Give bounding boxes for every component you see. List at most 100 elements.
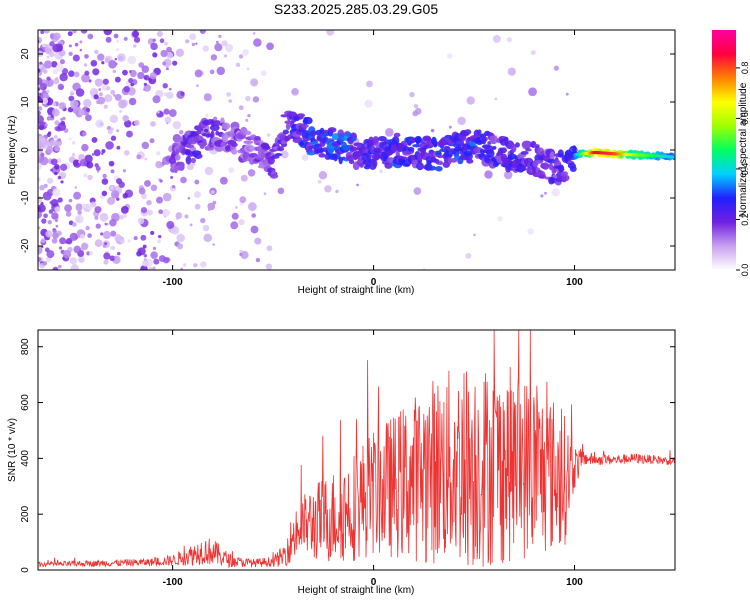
noise-speckle [96, 170, 100, 173]
ridge-blob [399, 156, 408, 160]
ridge-blob [231, 142, 238, 148]
ridge-blob [327, 127, 337, 133]
snr-panel: -100 0 100 0 200 400 600 800 Height of straigh… [7, 329, 676, 596]
noise-speckle [40, 238, 46, 244]
noise-speckle [92, 68, 100, 76]
noise-speckle [150, 230, 155, 236]
noise-speckle [156, 30, 164, 38]
ridge-blob [447, 156, 452, 165]
ridge-blob [572, 145, 577, 154]
noise-speckle [77, 255, 86, 264]
noise-speckle [207, 208, 211, 211]
noise-speckle [57, 175, 62, 180]
noise-speckle [101, 61, 105, 65]
noise-speckle [503, 170, 513, 180]
noise-speckle [38, 68, 41, 73]
ridge-blob [269, 173, 279, 179]
noise-speckle [95, 119, 104, 128]
noise-speckle [51, 212, 59, 220]
noise-speckle [163, 108, 170, 115]
noise-speckle [46, 89, 50, 94]
noise-speckle [61, 68, 69, 75]
noise-speckle [152, 266, 156, 270]
noise-speckle [250, 78, 259, 87]
noise-speckle [123, 150, 130, 156]
noise-speckle [203, 93, 212, 102]
noise-speckle [83, 63, 88, 67]
noise-speckle [156, 196, 163, 204]
noise-speckle [280, 150, 289, 159]
noise-speckle [143, 253, 148, 258]
ridge-blob [173, 164, 179, 174]
noise-speckle [103, 252, 111, 260]
ridge-blob [558, 164, 565, 173]
noise-speckle [64, 204, 72, 213]
ridge-blob [427, 165, 437, 171]
noise-speckle [180, 267, 184, 270]
noise-speckle [228, 167, 235, 174]
noise-speckle [140, 207, 148, 214]
noise-speckle [492, 34, 501, 43]
noise-speckle [465, 253, 472, 259]
noise-speckle [55, 63, 64, 72]
noise-speckle [494, 97, 498, 101]
noise-speckle [69, 257, 78, 265]
ridge-blob [520, 151, 529, 155]
noise-speckle [72, 222, 77, 227]
ridge-blob [282, 129, 289, 135]
noise-speckle [466, 96, 475, 105]
noise-speckle [157, 110, 160, 114]
noise-speckle [38, 204, 46, 213]
noise-speckle [65, 211, 72, 217]
noise-speckle [128, 69, 132, 73]
noise-speckle [46, 250, 55, 259]
noise-speckle [152, 38, 156, 42]
noise-speckle [141, 193, 147, 200]
ridge-blob [561, 174, 570, 182]
noise-speckle [180, 176, 187, 184]
noise-speckle [57, 264, 62, 269]
noise-speckle [50, 158, 58, 166]
noise-speckle [86, 204, 93, 211]
ridge-blob [466, 158, 474, 164]
noise-speckle [39, 184, 45, 191]
noise-speckle [413, 104, 419, 109]
noise-speckle [277, 187, 285, 195]
noise-speckle [68, 198, 73, 203]
noise-speckle [162, 61, 167, 66]
noise-speckle [103, 259, 109, 265]
noise-speckle [127, 55, 137, 65]
noise-speckle [46, 177, 54, 184]
noise-speckle [128, 97, 137, 106]
colorbar-gradient [712, 30, 736, 270]
noise-speckle [127, 239, 131, 243]
noise-speckle [234, 205, 238, 209]
noise-speckle [356, 183, 359, 187]
noise-speckle [239, 249, 243, 254]
spectrogram-y-tick-label: 10 [20, 96, 31, 108]
colorbar-tick-label: 0.8 [740, 62, 750, 75]
ridge-blob [359, 163, 364, 168]
noise-speckle [212, 200, 217, 205]
noise-speckle [335, 189, 339, 194]
noise-speckle [116, 129, 120, 133]
noise-speckle [142, 244, 147, 249]
noise-speckle [120, 206, 129, 214]
noise-speckle [473, 233, 476, 237]
noise-speckle [107, 196, 116, 205]
noise-speckle [52, 102, 57, 107]
noise-speckle [240, 250, 249, 260]
noise-speckle [448, 125, 452, 129]
ridge-blob [209, 124, 220, 132]
noise-speckle [68, 137, 72, 141]
ridge-blob [288, 112, 296, 117]
noise-speckle [143, 82, 147, 86]
noise-speckle [49, 139, 56, 146]
noise-speckle [215, 40, 219, 44]
noise-speckle [138, 187, 146, 195]
ridge-blob [310, 130, 317, 137]
noise-speckle [43, 60, 53, 69]
noise-speckle [81, 73, 90, 83]
noise-speckle [192, 163, 196, 166]
noise-speckle [40, 30, 45, 35]
